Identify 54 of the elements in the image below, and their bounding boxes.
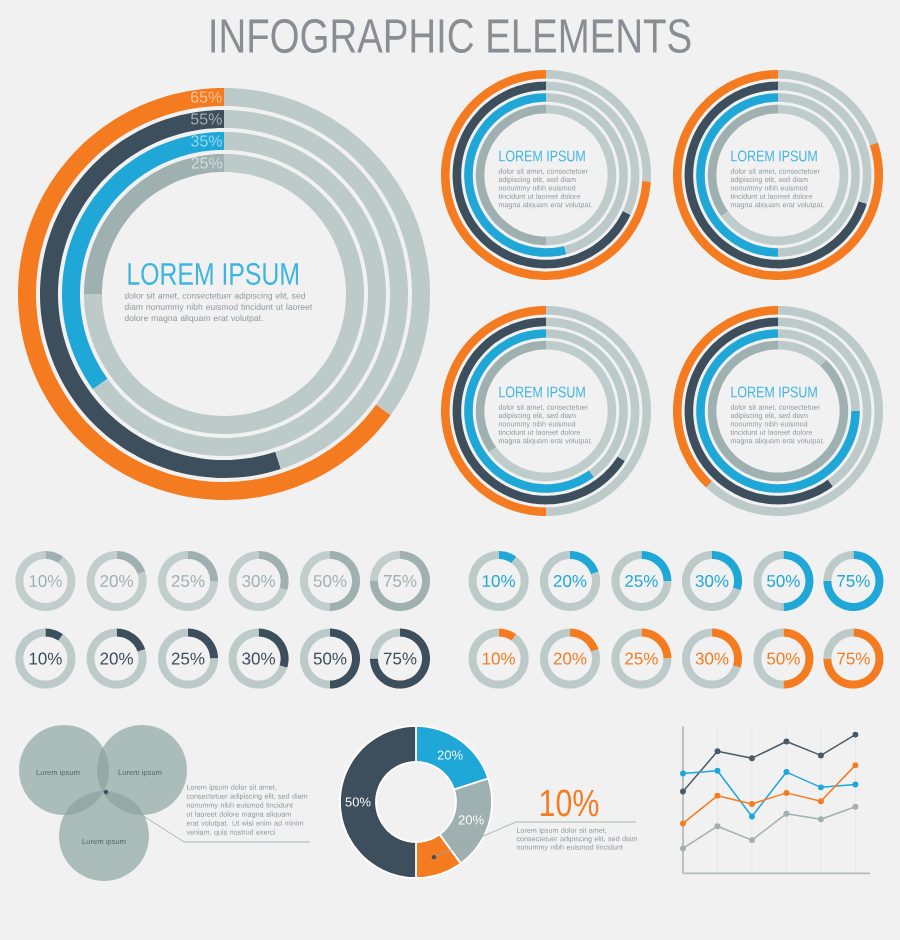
text: 75% — [383, 652, 417, 665]
data-label: 10% — [540, 789, 599, 817]
point — [680, 820, 686, 827]
point — [749, 813, 755, 820]
text: 30% — [242, 574, 276, 587]
point — [817, 752, 824, 759]
text: 10% — [29, 574, 62, 587]
point — [852, 731, 859, 738]
text: 20% — [100, 652, 134, 665]
point — [680, 770, 686, 777]
point — [817, 798, 824, 805]
data-label: 65% — [191, 91, 222, 103]
text: 75% — [837, 652, 870, 665]
text: 30% — [695, 652, 729, 665]
point — [783, 789, 790, 796]
text: 25% — [625, 652, 658, 665]
point — [749, 801, 755, 807]
point — [852, 781, 859, 788]
point — [817, 816, 824, 823]
text: 10% — [482, 574, 516, 587]
point — [749, 755, 755, 762]
point — [714, 767, 721, 774]
text: 30% — [242, 652, 276, 665]
text: 20% — [553, 652, 587, 665]
data-label: 55% — [190, 113, 222, 125]
point — [680, 845, 686, 852]
point — [783, 769, 790, 776]
text: 75% — [383, 575, 417, 587]
text: 25% — [171, 652, 205, 665]
text: LOREM IPSUM — [128, 263, 298, 285]
text: 50% — [313, 574, 347, 587]
text: 10% — [482, 652, 516, 665]
point — [852, 762, 859, 769]
point — [714, 823, 721, 830]
point — [852, 803, 859, 810]
text: 50% — [767, 574, 800, 587]
point — [783, 810, 790, 817]
text: 30% — [695, 574, 729, 587]
point — [714, 792, 721, 799]
text: 20% — [100, 574, 134, 587]
point — [680, 788, 686, 795]
data-label: 35% — [191, 135, 222, 147]
text: 50% — [313, 652, 347, 665]
text: 75% — [837, 575, 870, 587]
text: 50% — [767, 652, 800, 665]
point — [714, 748, 721, 755]
text: 25% — [625, 574, 658, 587]
point — [817, 784, 824, 791]
text: 10% — [29, 652, 62, 665]
point — [783, 738, 790, 745]
text: 20% — [553, 574, 587, 587]
text: 25% — [171, 574, 205, 587]
text: INFOGRAPHIC ELEMENTS — [211, 19, 691, 53]
point — [749, 837, 755, 844]
